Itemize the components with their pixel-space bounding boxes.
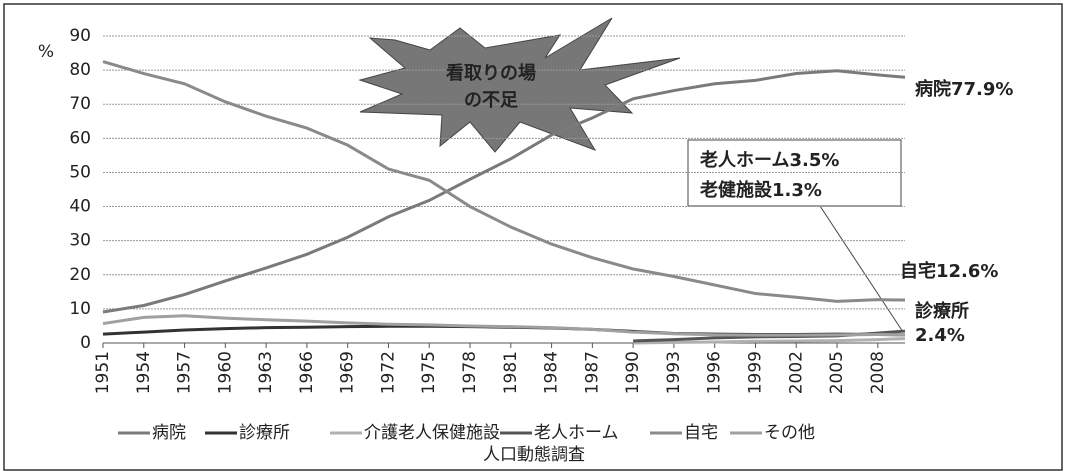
- callout-box: [687, 139, 902, 207]
- x-tick-label: 1981: [501, 351, 521, 394]
- x-tick-label: 1954: [134, 351, 154, 394]
- series-line: [102, 69, 906, 314]
- annotation: 看取りの場: [445, 62, 536, 84]
- legend-label: 自宅: [684, 423, 718, 443]
- y-axis-label: %: [38, 42, 54, 62]
- y-tick-label: 0: [80, 333, 91, 353]
- x-tick-label: 1960: [215, 351, 235, 394]
- x-tick-label: 2005: [827, 351, 847, 394]
- x-tick-label: 1951: [93, 351, 113, 394]
- x-tick-label: 1969: [338, 351, 358, 394]
- annotation: 自宅12.6%: [900, 260, 998, 282]
- x-tick-label: 1975: [419, 351, 439, 394]
- y-tick-label: 90: [69, 26, 91, 46]
- x-tick-label: 1972: [378, 351, 398, 394]
- series-line: [633, 337, 906, 345]
- x-tick-label: 1990: [623, 351, 643, 394]
- y-tick-label: 50: [69, 162, 91, 182]
- annotation: 診療所: [915, 300, 969, 322]
- legend-label: 介護老人保健施設: [364, 423, 500, 443]
- x-tick-label: 1999: [745, 351, 765, 394]
- series-line: [102, 314, 906, 337]
- callout-pointer: [819, 205, 904, 333]
- legend-label: その他: [764, 423, 815, 443]
- annotation: の不足: [464, 90, 518, 111]
- y-tick-label: 10: [69, 299, 91, 319]
- y-tick-label: 20: [69, 265, 91, 285]
- y-tick-label: 60: [69, 128, 91, 148]
- x-tick-label: 1963: [256, 351, 276, 394]
- x-tick-label: 1957: [175, 351, 195, 394]
- y-tick-label: 80: [69, 60, 91, 80]
- starburst: [358, 17, 681, 153]
- series-line: [102, 60, 906, 303]
- legend-label: 診療所: [239, 423, 290, 443]
- x-tick-label: 1966: [297, 351, 317, 394]
- y-tick-label: 30: [69, 231, 91, 251]
- annotation: 2.4%: [915, 325, 965, 346]
- x-tick-label: 1984: [542, 351, 562, 394]
- x-tick-label: 1978: [460, 351, 480, 394]
- y-tick-label: 40: [69, 197, 91, 217]
- x-tick-label: 1993: [664, 351, 684, 394]
- y-tick-label: 70: [69, 94, 91, 114]
- annotation: 老人ホーム3.5%: [700, 149, 839, 171]
- x-tick-label: 1987: [582, 351, 602, 394]
- caption: 人口動態調査: [483, 445, 585, 465]
- legend-label: 老人ホーム: [534, 423, 619, 443]
- x-tick-label: 2002: [786, 351, 806, 394]
- legend-label: 病院: [152, 423, 186, 443]
- x-tick-label: 1996: [705, 351, 725, 394]
- annotation: 病院77.9%: [915, 78, 1013, 100]
- x-tick-label: 2008: [868, 351, 888, 394]
- annotation: 老健施設1.3%: [700, 179, 822, 201]
